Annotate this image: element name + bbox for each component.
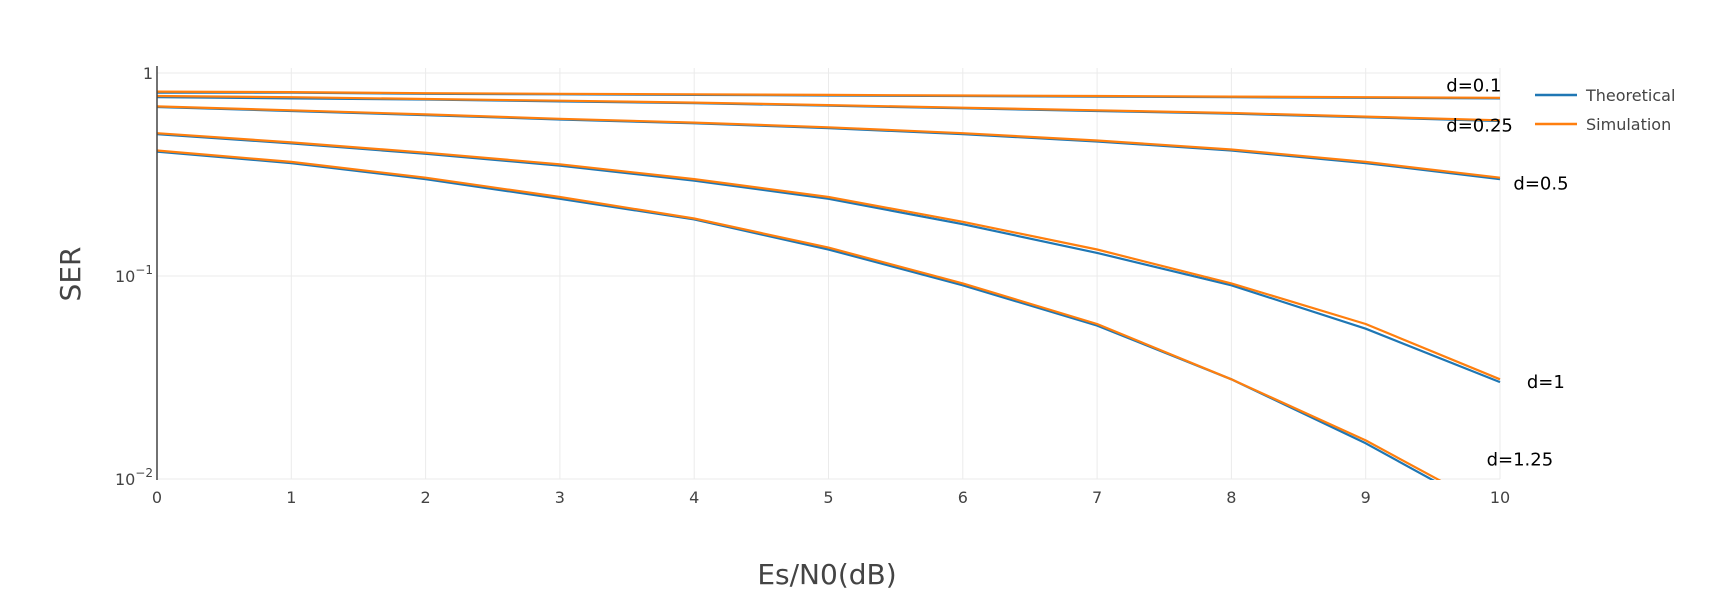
series-layer (156, 90, 1501, 480)
x-tick-label: 6 (958, 488, 968, 507)
x-tick-label: 3 (555, 488, 565, 507)
legend-item[interactable]: Theoretical (1535, 86, 1675, 105)
y-tick-base: 10 (115, 470, 135, 489)
x-tick-label: 10 (1490, 488, 1510, 507)
x-tick-label: 2 (421, 488, 431, 507)
series-line-simulation-d-0-1 (156, 90, 1501, 99)
x-tick-label: 9 (1361, 488, 1371, 507)
x-tick-label: 1 (286, 488, 296, 507)
series-line-simulation-d-0-5 (156, 105, 1501, 179)
y-tick-exponent: −1 (135, 263, 153, 277)
y-tick-label: 1 (143, 64, 153, 83)
curve-label: d=0.5 (1513, 174, 1568, 195)
x-tick-label: 7 (1092, 488, 1102, 507)
legend-label: Theoretical (1585, 86, 1675, 105)
y-tick-base: 1 (143, 64, 153, 83)
curve-annotations: d=0.1 d=0.25 d=0.5 d=1 d=1.25 (1446, 75, 1568, 470)
series-line-simulation-d-1 (156, 132, 1501, 381)
series-line-simulation-d-1-25 (156, 149, 1442, 480)
curve-label: d=1 (1527, 372, 1565, 393)
curve-label: d=0.25 (1446, 116, 1513, 137)
y-tick-exponent: −2 (135, 466, 153, 480)
x-axis-title: Es/N0(dB) (757, 558, 896, 591)
x-tick-labels: 0 1 2 3 4 5 6 7 8 9 10 (152, 488, 1510, 507)
y-tick-label: 10−1 (115, 263, 153, 286)
legend[interactable]: Theoretical Simulation (1535, 86, 1675, 134)
x-tick-label: 5 (823, 488, 833, 507)
legend-item[interactable]: Simulation (1535, 115, 1671, 134)
x-tick-label: 0 (152, 488, 162, 507)
grid (157, 68, 1501, 480)
curve-label: d=0.1 (1446, 75, 1501, 96)
y-axis-title: SER (54, 247, 87, 302)
curve-label: d=1.25 (1487, 449, 1554, 470)
x-tick-label: 4 (689, 488, 699, 507)
x-tick-label: 8 (1226, 488, 1236, 507)
legend-label: Simulation (1586, 115, 1671, 134)
y-tick-labels: 10−210−11 (115, 64, 153, 489)
y-tick-base: 10 (115, 267, 135, 286)
y-tick-label: 10−2 (115, 466, 153, 489)
series-line-simulation-d-0-25 (156, 94, 1501, 122)
